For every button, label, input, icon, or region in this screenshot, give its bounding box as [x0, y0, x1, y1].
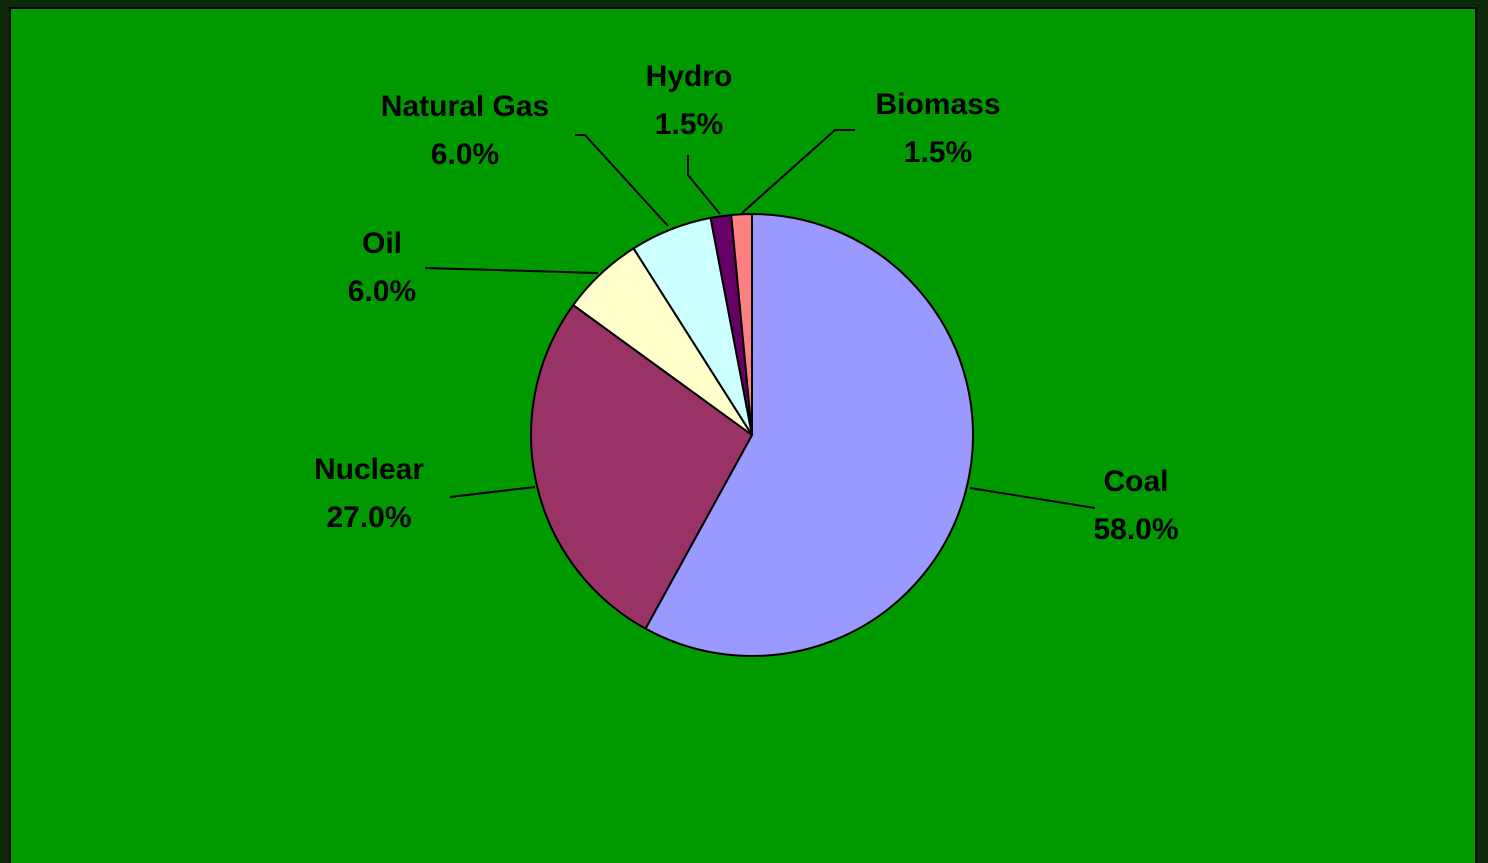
value-label: 27.0%	[326, 501, 411, 534]
value-label: 58.0%	[1093, 513, 1178, 546]
leader-line	[449, 486, 536, 498]
slice-label: Oil	[362, 227, 402, 260]
slice-label: Coal	[1103, 465, 1168, 498]
value-label: 1.5%	[904, 136, 972, 169]
pie-slice	[530, 303, 754, 631]
leader-line	[575, 134, 669, 227]
leader-line	[424, 267, 599, 274]
leader-line	[969, 487, 1096, 509]
value-label: 6.0%	[348, 275, 416, 308]
value-label: 1.5%	[655, 108, 723, 141]
pie-slice	[644, 212, 974, 657]
leader-line	[687, 155, 721, 215]
pie-slice	[730, 212, 753, 436]
slice-label: Hydro	[646, 60, 733, 93]
slice-label: Biomass	[875, 88, 1000, 121]
slice-label: Nuclear	[314, 453, 424, 486]
slice-label: Natural Gas	[381, 90, 549, 123]
value-label: 6.0%	[431, 138, 499, 171]
leader-line	[741, 129, 855, 214]
